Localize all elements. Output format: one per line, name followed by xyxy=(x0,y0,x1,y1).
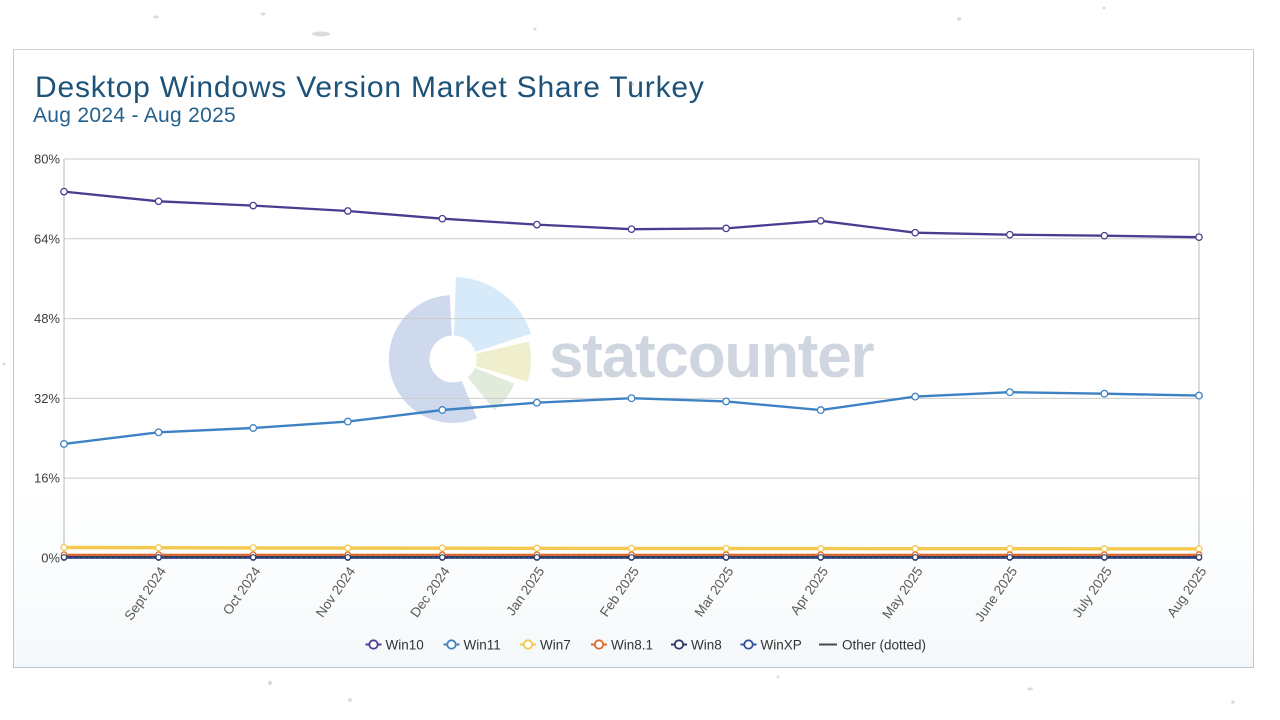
svg-text:32%: 32% xyxy=(34,391,60,406)
svg-text:Feb 2025: Feb 2025 xyxy=(597,564,642,619)
svg-text:Win10: Win10 xyxy=(386,638,424,653)
svg-text:May 2025: May 2025 xyxy=(879,564,925,621)
svg-text:June 2025: June 2025 xyxy=(972,564,1020,624)
svg-text:July 2025: July 2025 xyxy=(1069,564,1114,620)
svg-text:Oct 2024: Oct 2024 xyxy=(220,564,264,618)
svg-text:64%: 64% xyxy=(34,231,60,246)
svg-text:Win11: Win11 xyxy=(464,638,501,653)
svg-text:Aug 2025: Aug 2025 xyxy=(1164,564,1209,620)
svg-text:16%: 16% xyxy=(34,471,60,486)
svg-text:80%: 80% xyxy=(34,152,60,167)
svg-text:Dec 2024: Dec 2024 xyxy=(407,564,453,620)
svg-text:Mar 2025: Mar 2025 xyxy=(692,564,737,619)
svg-text:Nov 2024: Nov 2024 xyxy=(313,564,359,620)
svg-text:Win8: Win8 xyxy=(691,638,722,653)
svg-text:0%: 0% xyxy=(41,550,60,565)
svg-text:Win7: Win7 xyxy=(540,638,571,653)
svg-text:Sept 2024: Sept 2024 xyxy=(121,564,169,623)
svg-text:statcounter: statcounter xyxy=(549,322,874,391)
svg-text:48%: 48% xyxy=(34,311,60,326)
svg-text:WinXP: WinXP xyxy=(761,638,802,653)
svg-text:Jan 2025: Jan 2025 xyxy=(503,564,547,618)
svg-text:Other (dotted): Other (dotted) xyxy=(842,638,926,653)
svg-text:Apr 2025: Apr 2025 xyxy=(787,564,831,617)
svg-text:Win8.1: Win8.1 xyxy=(611,638,653,653)
